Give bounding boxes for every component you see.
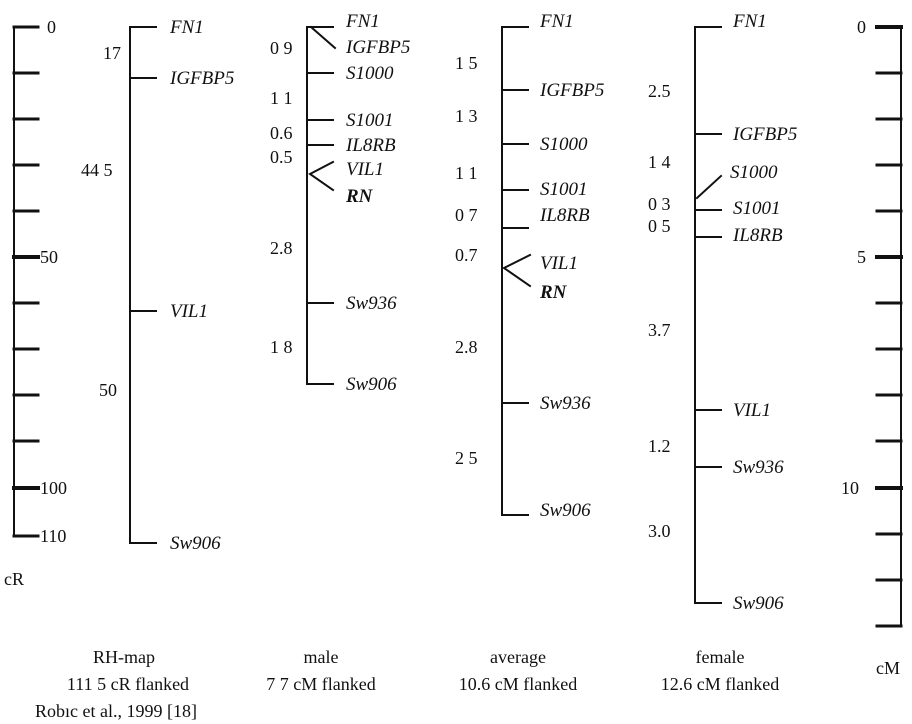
average-map: FN1 IGFBP5 S1000 S1001 IL8RB VIL1 RN Sw9… — [455, 11, 604, 521]
cr-label: 0 — [47, 17, 56, 37]
average-marker-fork — [502, 253, 532, 288]
average-caption-title: average — [490, 647, 546, 667]
cr-label: 110 — [40, 526, 66, 546]
female-gene-sw936: Sw936 — [733, 457, 784, 478]
cm-scale: 0 5 10 cM — [841, 17, 903, 678]
female-map: FN1 IGFBP5 S1000 S1001 IL8RB VIL1 Sw936 … — [648, 11, 797, 614]
male-distance: 0.6 — [270, 123, 293, 143]
female-distance: 0 3 — [648, 194, 671, 214]
average-gene-fn1: FN1 — [539, 11, 574, 32]
female-distance: 3.0 — [648, 521, 671, 541]
male-gene-rn: RN — [345, 186, 374, 207]
average-gene-igfbp5: IGFBP5 — [539, 80, 604, 101]
female-caption-span: 12.6 cM flanked — [661, 674, 779, 694]
male-distance: 1 8 — [270, 337, 293, 357]
average-distance: 1 3 — [455, 106, 478, 126]
male-gene-fn1: FN1 — [345, 11, 380, 32]
male-gene-il8rb: IL8RB — [345, 135, 396, 156]
rh-map: FN1 IGFBP5 VIL1 Sw906 17 44 5 50 — [81, 17, 234, 554]
cm-label: 5 — [857, 247, 866, 267]
male-gene-igfbp5: IGFBP5 — [345, 37, 410, 58]
rh-caption-title: RH-map — [93, 647, 155, 667]
male-gene-sw936: Sw936 — [346, 293, 397, 314]
female-gene-s1001: S1001 — [733, 198, 781, 219]
cr-label: 50 — [40, 247, 58, 267]
average-gene-s1000: S1000 — [540, 134, 588, 155]
cm-label: 10 — [841, 478, 859, 498]
male-caption-title: male — [304, 647, 339, 667]
female-gene-igfbp5: IGFBP5 — [732, 124, 797, 145]
female-distance: 3.7 — [648, 320, 671, 340]
average-gene-sw936: Sw936 — [540, 393, 591, 414]
rh-gene-igfbp5: IGFBP5 — [169, 68, 234, 89]
male-gene-vil1: VIL1 — [346, 159, 384, 180]
female-caption-title: female — [696, 647, 745, 667]
female-distance: 2.5 — [648, 81, 671, 101]
average-caption-span: 10.6 cM flanked — [459, 674, 577, 694]
female-gene-vil1: VIL1 — [733, 400, 771, 421]
cr-label: 100 — [40, 478, 67, 498]
male-caption-span: 7 7 cM flanked — [266, 674, 375, 694]
rh-distance: 50 — [99, 380, 117, 400]
cm-unit: cM — [876, 658, 900, 678]
male-marker-tick — [309, 25, 337, 50]
male-distance: 0.5 — [270, 147, 293, 167]
female-marker-tick — [695, 174, 723, 200]
female-distance: 1 4 — [648, 152, 671, 172]
cr-scale: 0 50 100 110 cR — [4, 17, 67, 589]
cr-unit: cR — [4, 569, 24, 589]
cm-label: 0 — [857, 17, 866, 37]
average-distance: 1 1 — [455, 163, 478, 183]
male-marker-fork — [308, 160, 335, 192]
average-distance: 2 5 — [455, 448, 478, 468]
average-gene-rn: RN — [539, 282, 568, 303]
average-gene-s1001: S1001 — [540, 179, 588, 200]
average-gene-il8rb: IL8RB — [539, 205, 590, 226]
female-gene-sw906: Sw906 — [733, 593, 784, 614]
captions: RH-map 111 5 cR flanked Robıc et al., 19… — [35, 647, 779, 721]
female-gene-fn1: FN1 — [732, 11, 767, 32]
rh-gene-sw906: Sw906 — [170, 533, 221, 554]
male-gene-s1000: S1000 — [346, 63, 394, 84]
female-gene-s1000: S1000 — [730, 162, 778, 183]
female-distance: 0 5 — [648, 216, 671, 236]
rh-caption-citation: Robıc et al., 1999 [18] — [35, 701, 197, 721]
average-distance: 0 7 — [455, 205, 478, 225]
female-distance: 1.2 — [648, 436, 671, 456]
average-gene-vil1: VIL1 — [540, 253, 578, 274]
rh-distance: 44 5 — [81, 160, 113, 180]
average-distance: 0.7 — [455, 245, 478, 265]
rh-caption-span: 111 5 cR flanked — [67, 674, 189, 694]
rh-distance: 17 — [103, 43, 121, 63]
rh-gene-fn1: FN1 — [169, 17, 204, 38]
average-distance: 1 5 — [455, 53, 478, 73]
male-gene-s1001: S1001 — [346, 110, 394, 131]
average-distance: 2.8 — [455, 337, 478, 357]
male-distance: 0 9 — [270, 38, 293, 58]
male-map: FN1 IGFBP5 S1000 S1001 IL8RB VIL1 RN Sw9… — [270, 11, 410, 395]
male-distance: 2.8 — [270, 238, 293, 258]
male-gene-sw906: Sw906 — [346, 374, 397, 395]
male-distance: 1 1 — [270, 88, 293, 108]
rh-gene-vil1: VIL1 — [170, 301, 208, 322]
average-gene-sw906: Sw906 — [540, 500, 591, 521]
female-gene-il8rb: IL8RB — [732, 225, 783, 246]
